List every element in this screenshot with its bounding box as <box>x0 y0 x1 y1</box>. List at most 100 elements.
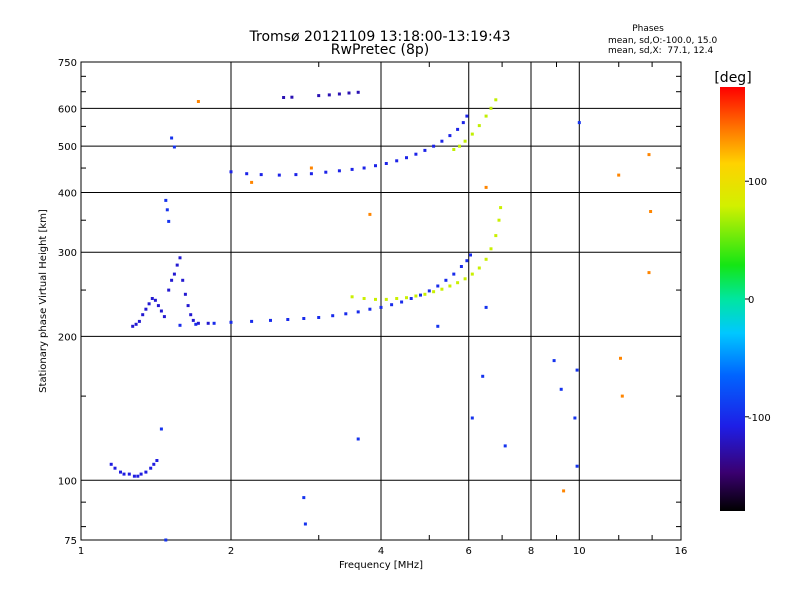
data-point <box>461 121 465 125</box>
data-point <box>324 170 328 174</box>
data-point <box>337 92 341 96</box>
x-tick-label: 1 <box>78 546 84 557</box>
data-point <box>384 297 388 301</box>
data-point <box>481 374 485 378</box>
data-point <box>562 489 566 493</box>
data-point <box>229 170 233 174</box>
data-point <box>436 324 440 328</box>
data-point <box>165 208 169 212</box>
data-point <box>368 212 372 216</box>
data-point <box>356 437 360 441</box>
data-point <box>229 320 233 324</box>
data-point <box>167 288 171 292</box>
data-point <box>444 278 448 282</box>
data-point <box>649 210 653 213</box>
data-point <box>294 173 298 177</box>
data-point <box>448 134 452 138</box>
data-point <box>484 257 488 261</box>
data-point <box>484 305 488 309</box>
data-point <box>617 173 621 177</box>
y-tick-label: 300 <box>58 248 77 259</box>
data-point <box>469 253 472 257</box>
data-point <box>137 319 141 323</box>
data-point <box>423 292 427 296</box>
data-point <box>164 198 168 202</box>
chart-title: Tromsø 20121109 13:18:00-13:19:43 <box>249 29 511 45</box>
data-point <box>620 394 624 398</box>
data-point <box>178 323 182 327</box>
data-point <box>384 162 388 165</box>
data-point <box>427 289 431 293</box>
data-point <box>155 459 159 462</box>
colorbar <box>720 87 745 511</box>
data-point <box>303 522 307 526</box>
data-point <box>456 127 460 131</box>
data-point <box>497 218 501 222</box>
data-point <box>159 309 163 313</box>
data-point <box>250 319 254 323</box>
data-point <box>277 173 281 177</box>
y-axis-label: Stationary phase Virtual Height [km] <box>38 209 49 393</box>
data-point <box>465 259 469 263</box>
data-point <box>290 95 294 99</box>
data-point <box>309 172 313 176</box>
data-point <box>448 284 452 288</box>
data-point <box>134 322 138 326</box>
data-point <box>186 304 190 308</box>
data-point <box>400 300 404 304</box>
data-point <box>419 293 422 297</box>
x-tick-label: 16 <box>675 546 688 557</box>
data-point <box>159 427 163 431</box>
data-point <box>423 148 427 152</box>
data-point <box>141 313 145 317</box>
data-point <box>458 144 461 148</box>
data-point <box>350 167 354 171</box>
data-point <box>356 90 360 94</box>
data-point <box>499 206 503 210</box>
y-tick-label: 500 <box>58 142 77 153</box>
data-point <box>119 470 122 474</box>
data-point <box>147 302 151 306</box>
x-tick-label: 4 <box>378 546 384 557</box>
data-point <box>162 315 166 319</box>
data-point <box>489 106 493 110</box>
data-point <box>463 139 467 143</box>
colorbar-tick-label: 0 <box>748 295 754 306</box>
x-tick-label: 6 <box>466 546 472 557</box>
data-point <box>374 164 377 168</box>
data-point <box>183 292 187 296</box>
colorbar-ticks: 100 0 -100 <box>745 177 771 424</box>
y-tick-labels: 75 100 200 300 400 500 600 750 <box>58 58 77 547</box>
data-point <box>309 166 313 170</box>
data-point <box>196 321 200 325</box>
data-point <box>436 284 440 288</box>
data-point <box>573 416 577 420</box>
data-point <box>194 322 198 326</box>
data-point <box>164 538 168 542</box>
y-tick-label: 400 <box>58 188 77 199</box>
data-point <box>350 295 354 299</box>
data-point <box>477 266 481 270</box>
data-point <box>463 277 467 281</box>
data-point <box>552 359 556 363</box>
x-tick-label: 8 <box>528 546 534 557</box>
data-point <box>494 98 498 102</box>
colorbar-label: [deg] <box>714 70 751 86</box>
data-point <box>647 271 651 275</box>
data-point <box>405 156 408 160</box>
data-point <box>282 96 286 99</box>
data-point <box>390 303 394 307</box>
data-point <box>484 114 488 118</box>
data-point <box>452 272 456 276</box>
data-point <box>379 305 383 309</box>
data-point <box>136 474 140 478</box>
data-point <box>302 496 306 500</box>
data-point <box>347 91 351 95</box>
data-point <box>245 172 249 176</box>
chart-subtitle: RwPretec (8p) <box>331 42 429 58</box>
data-point <box>156 304 160 308</box>
data-point <box>259 173 263 177</box>
y-tick-label: 100 <box>58 476 77 487</box>
data-point <box>409 297 413 300</box>
phase-stats-x-mode: mean, sd,X: 77.1, 12.4 <box>608 46 714 56</box>
